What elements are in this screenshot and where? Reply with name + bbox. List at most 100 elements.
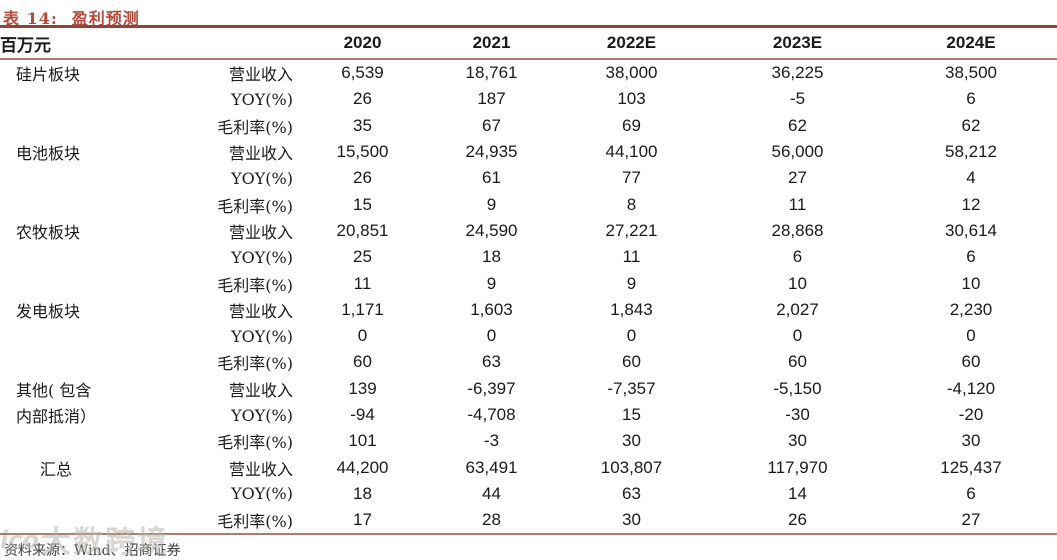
value-cell: 17 [353, 510, 372, 530]
value-cell: 117,970 [767, 457, 828, 477]
table-row: YOY(%) 25 18 11 6 6 [0, 244, 1057, 270]
value-cell: 139 [348, 378, 377, 398]
value-cell: -3 [483, 431, 500, 451]
value-cell: 0 [486, 326, 497, 346]
value-cell: 60 [961, 352, 981, 372]
value-cell: 9 [486, 273, 497, 293]
segment-label: 发电板块 [16, 301, 81, 321]
value-cell: 14 [788, 483, 807, 503]
year-header: 2024E [885, 28, 1057, 60]
metric-label: YOY(%) [231, 405, 293, 425]
value-cell: 62 [788, 115, 807, 135]
year-header: 2022E [553, 28, 710, 60]
value-cell: 26 [788, 510, 807, 530]
value-cell: -4,120 [946, 378, 996, 398]
metric-label: 毛利率(%) [217, 354, 293, 374]
value-cell: 15,500 [336, 142, 389, 162]
value-cell: 10 [961, 273, 981, 293]
metric-label: YOY(%) [231, 326, 293, 346]
value-cell: -5 [789, 89, 806, 109]
table-row: 毛利率(%) 17 28 30 26 27 [0, 507, 1057, 534]
value-cell: 1,603 [470, 299, 513, 319]
metric-label: 营业收入 [228, 380, 293, 400]
metric-label: 营业收入 [228, 222, 293, 242]
segment-label [0, 481, 110, 507]
value-cell: 0 [626, 326, 637, 346]
metric-label: YOY(%) [231, 89, 293, 109]
value-cell: 26 [353, 89, 372, 109]
value-cell: 35 [353, 115, 372, 135]
segment-label: 农牧板块 [16, 222, 81, 242]
value-cell: 24,590 [465, 220, 518, 240]
table-row: 电池板块 营业收入 15,500 24,935 44,100 56,000 58,212 [0, 139, 1057, 165]
value-cell: 15 [622, 405, 641, 424]
segment-label: 汇总 [40, 459, 73, 479]
value-cell: -20 [958, 405, 984, 424]
value-cell: 69 [622, 115, 641, 135]
value-cell: 6 [966, 89, 976, 109]
table-row: YOY(%) 18 44 63 14 6 [0, 481, 1057, 507]
source-note: 资料来源：Wind、招商证券 [4, 543, 181, 560]
segment-label: 其他( 包含 [16, 380, 92, 400]
value-cell: 2,027 [776, 299, 819, 319]
table-row: 硅片板块 营业收入 6,539 18,761 38,000 36,225 38,500 [0, 59, 1057, 86]
value-cell: 36,225 [771, 63, 824, 83]
unit-header: 百万元 [0, 28, 295, 60]
value-cell: 44,100 [605, 142, 658, 162]
value-cell: 187 [477, 89, 506, 109]
value-cell: 44,200 [336, 457, 389, 477]
table-title: 表 14: 盈利预测 [0, 0, 1057, 28]
metric-label: 毛利率(%) [217, 433, 293, 453]
metric-label: 营业收入 [228, 301, 293, 321]
value-cell: 6 [792, 247, 803, 267]
segment-label [0, 270, 110, 296]
value-cell: -30 [785, 405, 810, 424]
value-cell: 60 [788, 352, 807, 372]
value-cell: -7,357 [607, 378, 656, 398]
value-cell: 9 [486, 194, 497, 214]
year-header: 2023E [710, 28, 885, 60]
table-row: 毛利率(%) 101 -3 30 30 30 [0, 428, 1057, 454]
value-cell: 0 [966, 326, 976, 346]
value-cell: 25 [353, 247, 372, 267]
segment-label [0, 244, 110, 270]
value-cell: 63 [622, 483, 641, 503]
value-cell: 1,843 [610, 299, 653, 319]
value-cell: 1,171 [341, 299, 384, 319]
table-title-text: 盈利预测 [71, 9, 140, 28]
value-cell: 27 [788, 168, 807, 188]
metric-label: YOY(%) [231, 484, 293, 504]
segment-label [0, 323, 110, 349]
value-cell: 63,491 [465, 457, 518, 477]
segment-label: 硅片板块 [16, 65, 81, 85]
value-cell: 62 [961, 115, 981, 135]
value-cell: 26 [353, 168, 372, 188]
segment-label [0, 86, 110, 112]
segment-label: 电池板块 [16, 144, 81, 164]
value-cell: 2,230 [949, 299, 993, 319]
segment-label [0, 191, 110, 217]
value-cell: 6,539 [341, 63, 384, 83]
metric-label: YOY(%) [231, 168, 293, 188]
table-row: 毛利率(%) 15 9 8 11 12 [0, 191, 1057, 217]
profit-forecast-table: 百万元 2020 2021 2022E 2023E 2024E 硅片板块 营业收入 6,53… [0, 28, 1057, 536]
value-cell: 24,935 [465, 142, 518, 162]
segment-label [0, 428, 110, 454]
segment-label [0, 113, 110, 139]
value-cell: 30,614 [945, 220, 997, 240]
value-cell: 125,437 [940, 457, 1002, 477]
value-cell: 30 [961, 431, 981, 451]
metric-label: 营业收入 [228, 65, 293, 85]
value-cell: 56,000 [771, 142, 824, 162]
value-cell: 30 [622, 431, 641, 451]
year-header: 2021 [430, 28, 553, 60]
value-cell: -5,150 [773, 378, 822, 398]
header-row: 百万元 2020 2021 2022E 2023E 2024E [0, 28, 1057, 60]
value-cell: 15 [353, 194, 372, 214]
segment-label [0, 165, 110, 191]
metric-label: 营业收入 [228, 459, 293, 479]
value-cell: 27,221 [605, 220, 658, 240]
value-cell: 8 [626, 194, 637, 214]
table-row: YOY(%) 0 0 0 0 0 [0, 323, 1057, 349]
